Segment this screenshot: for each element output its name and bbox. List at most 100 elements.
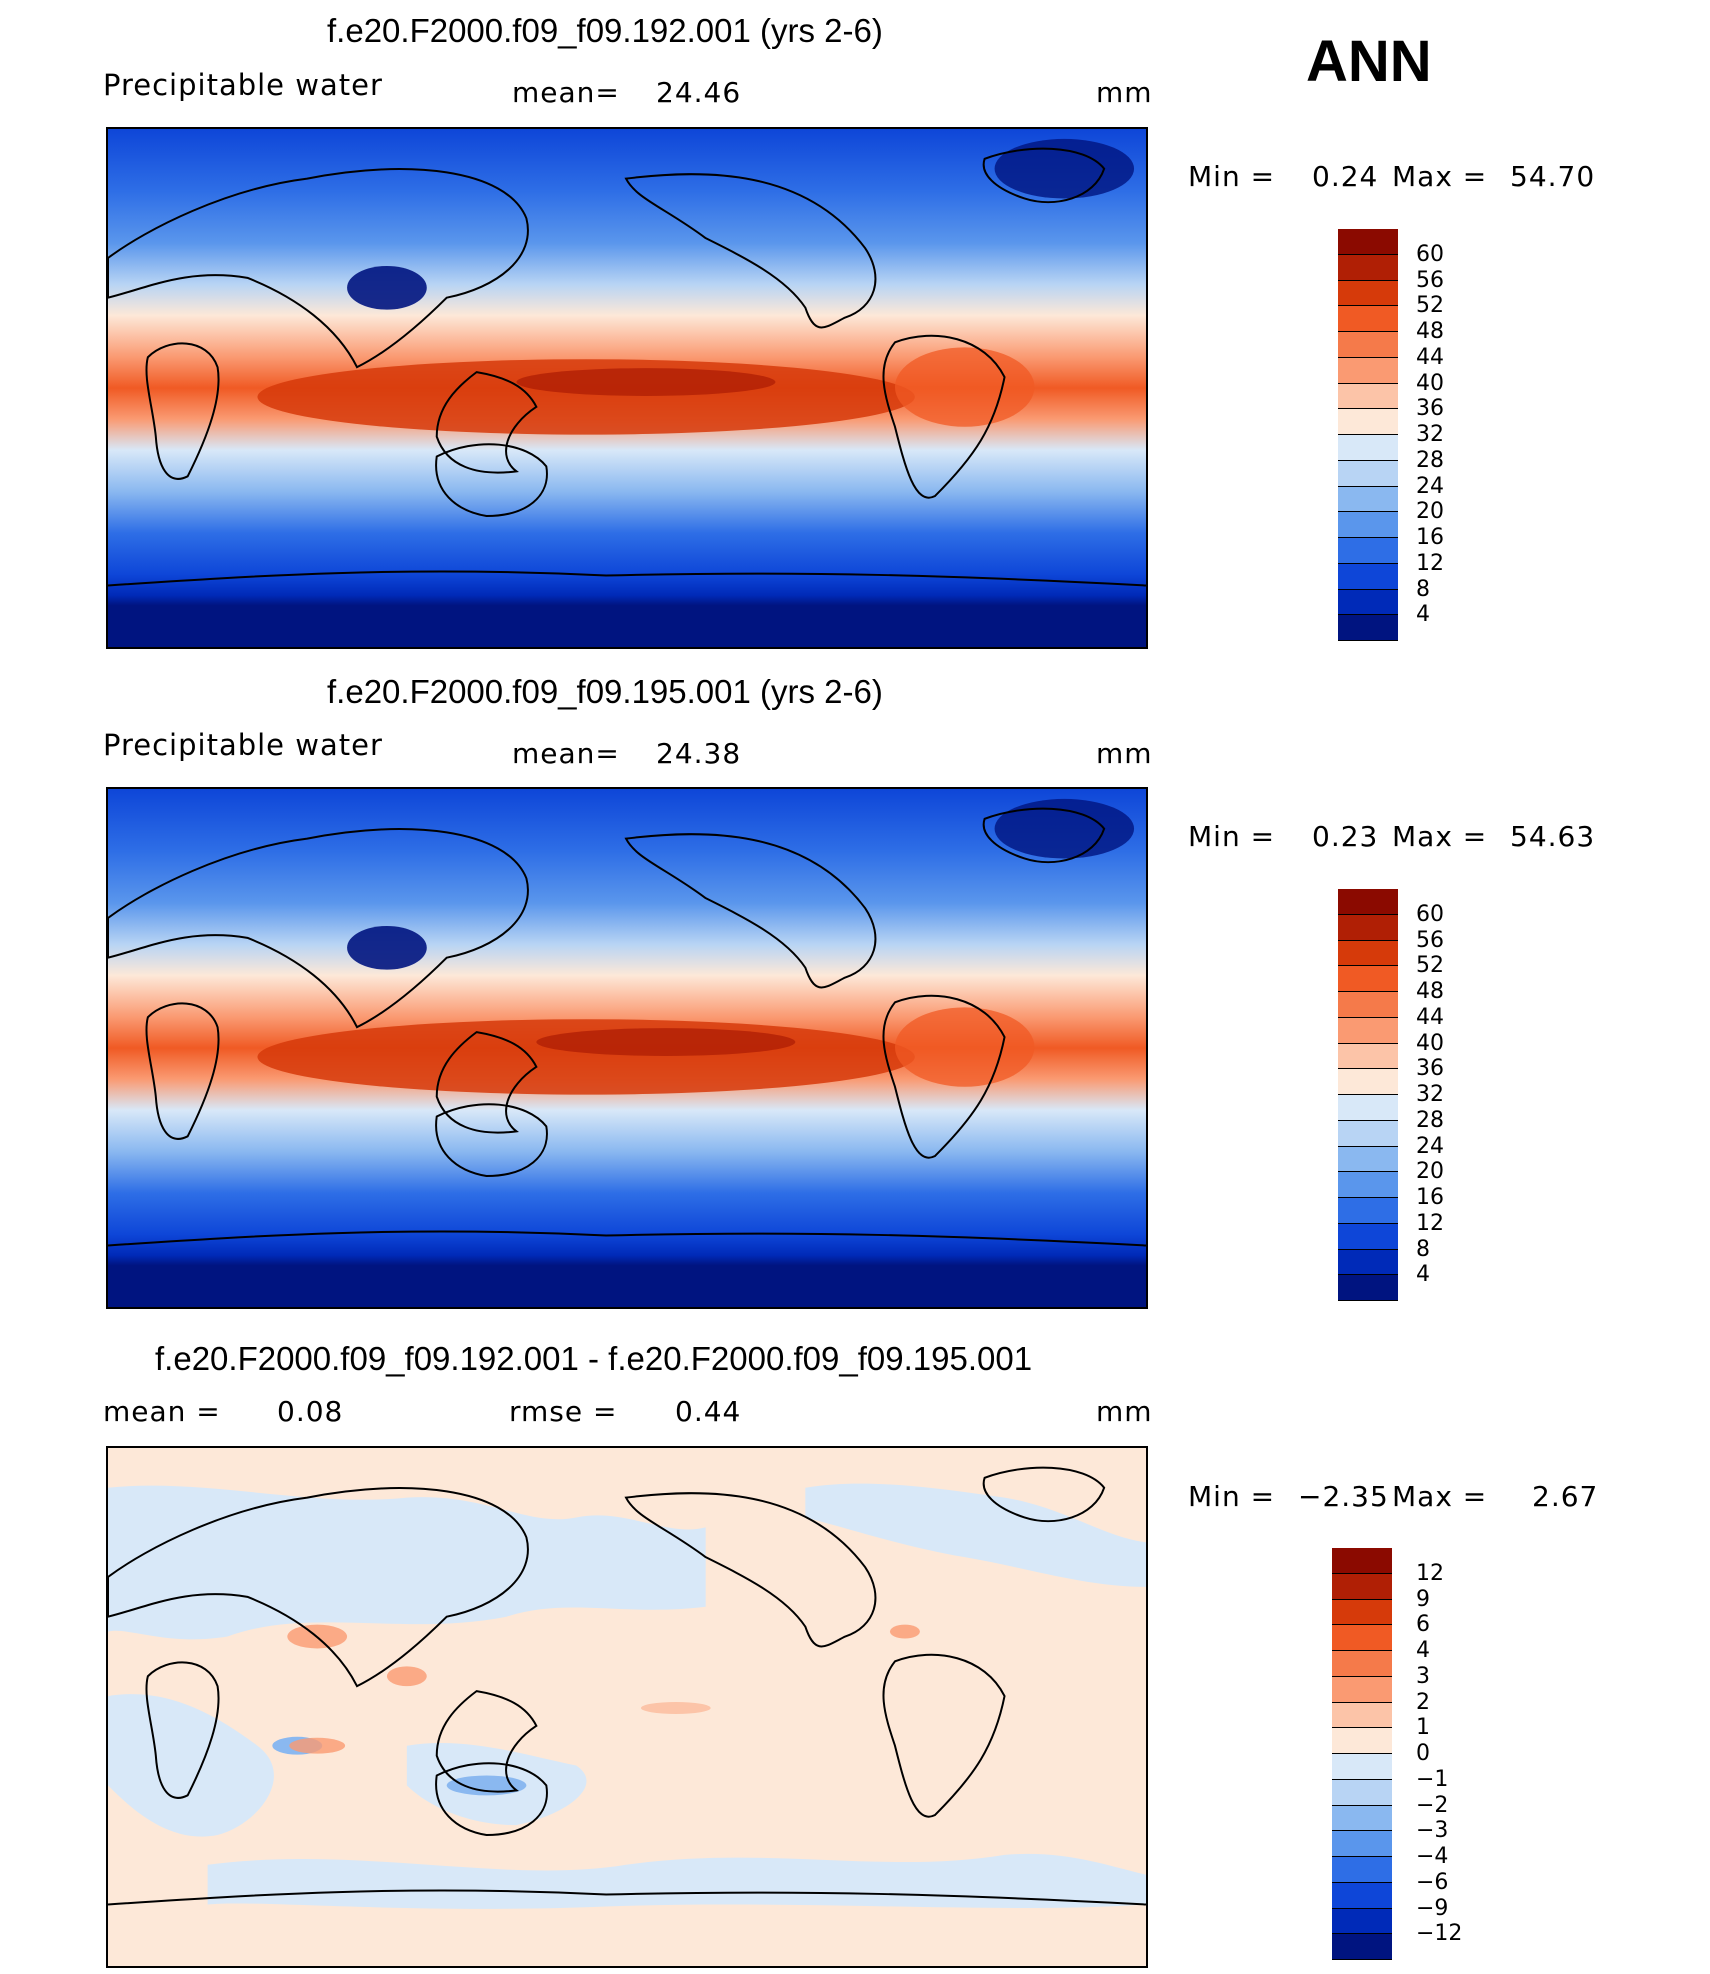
panel-3-min-value: −2.35 (1298, 1480, 1389, 1513)
colorbar-swatch (1338, 254, 1398, 281)
tibet-dry (347, 925, 427, 970)
panel-1-map-svg (108, 129, 1146, 647)
diff-negative-south (207, 1853, 1146, 1909)
colorbar-swatch (1332, 1728, 1392, 1754)
amazon-moisture (894, 347, 1035, 427)
colorbar-swatch (1338, 460, 1398, 487)
diff-positive-pacific (640, 1702, 711, 1714)
panel-1-mean-value: 24.46 (656, 76, 742, 109)
colorbar-tick-label: 44 (1416, 344, 1444, 370)
colorbar-swatch (1338, 409, 1398, 435)
warm-pool-core (536, 1028, 796, 1056)
colorbar-tick-label: 12 (1416, 550, 1444, 576)
colorbar-tick-label: 56 (1416, 267, 1444, 293)
colorbar-tick-label: 28 (1416, 447, 1444, 473)
colorbar-tick-label: 48 (1416, 319, 1444, 344)
colorbar-swatch (1338, 992, 1398, 1018)
panel-2-map-svg (108, 789, 1146, 1307)
colorbar-tick-label: 56 (1416, 927, 1444, 953)
colorbar-tick-label: 24 (1416, 473, 1444, 499)
panel-3-map (106, 1446, 1148, 1968)
diff-positive-china (386, 1666, 427, 1687)
panel-1-min-value: 0.24 (1312, 160, 1379, 193)
colorbar-tick-label: 8 (1416, 576, 1430, 602)
colorbar-tick-label: 28 (1416, 1107, 1444, 1133)
colorbar-swatch (1338, 1198, 1398, 1224)
colorbar-swatch (1332, 1702, 1392, 1729)
colorbar-swatch (1338, 357, 1398, 384)
diff-negative-spot (446, 1775, 527, 1796)
panel-2-mean-value: 24.38 (656, 737, 742, 770)
colorbar-tick-label: 52 (1416, 953, 1444, 979)
colorbar-tick-label: 6 (1416, 1612, 1430, 1638)
colorbar-tick-label: 20 (1416, 1159, 1444, 1185)
panel-3-rmse-value: 0.44 (675, 1395, 742, 1428)
panel-1-max-label: Max = (1392, 160, 1488, 193)
colorbar-swatch (1338, 332, 1398, 358)
colorbar-swatch (1338, 1275, 1398, 1301)
colorbar-swatch (1332, 1805, 1392, 1832)
colorbar-tick-label: 60 (1416, 901, 1444, 927)
panel-1-max-value: 54.70 (1510, 160, 1596, 193)
colorbar-swatch (1338, 1069, 1398, 1095)
panel-1-min-label: Min = (1188, 160, 1276, 193)
colorbar-tick-label: 32 (1416, 422, 1444, 447)
colorbar-swatch (1338, 1095, 1398, 1121)
colorbar-tick-label: 40 (1416, 1030, 1444, 1056)
colorbar-tick-label: 36 (1416, 1056, 1444, 1082)
tibet-dry (347, 265, 427, 310)
colorbar-tick-label: 1 (1416, 1715, 1430, 1741)
colorbar-swatch (1338, 229, 1398, 255)
colorbar-swatch (1332, 1573, 1392, 1600)
colorbar-tick-label: 4 (1416, 602, 1430, 628)
colorbar-swatch (1338, 435, 1398, 461)
panel-3-max-value: 2.67 (1532, 1480, 1599, 1513)
colorbar-tick-label: −12 (1416, 1921, 1463, 1947)
panel-2-max-label: Max = (1392, 820, 1488, 853)
colorbar-swatch (1338, 966, 1398, 992)
panel-2-variable-label: Precipitable water (103, 728, 383, 762)
colorbar-swatch (1338, 538, 1398, 564)
panel-3-min-label: Min = (1188, 1480, 1276, 1513)
colorbar-tick-label: −1 (1416, 1766, 1449, 1792)
panel-3-mean-value: 0.08 (277, 1395, 344, 1428)
colorbar-swatch (1338, 1017, 1398, 1044)
colorbar-tick-label: 3 (1416, 1663, 1430, 1689)
colorbar-swatch (1332, 1934, 1392, 1960)
season-label: ANN (1306, 29, 1432, 94)
panel-3-rmse-label: rmse = (509, 1395, 618, 1428)
colorbar-swatch (1338, 512, 1398, 538)
colorbar-swatch (1332, 1908, 1392, 1935)
colorbar-tick-label: 2 (1416, 1689, 1430, 1715)
colorbar-swatch (1332, 1831, 1392, 1857)
panel-2-min-value: 0.23 (1312, 820, 1379, 853)
colorbar-tick-label: 0 (1416, 1741, 1430, 1766)
colorbar-tick-label: 60 (1416, 241, 1444, 267)
colorbar-swatch (1338, 563, 1398, 590)
colorbar-tick-label: 8 (1416, 1236, 1430, 1262)
panel-2-mean-label: mean= (512, 737, 620, 770)
colorbar-tick-label: 20 (1416, 499, 1444, 525)
panel-3-title: f.e20.F2000.f09_f09.192.001 - f.e20.F200… (155, 1340, 1033, 1377)
colorbar-swatch (1338, 1043, 1398, 1070)
colorbar-tick-label: 16 (1416, 525, 1444, 550)
amazon-moisture (894, 1007, 1035, 1087)
panel-2-map (106, 787, 1148, 1309)
panel-1-map (106, 127, 1148, 649)
greenland-dry (994, 798, 1135, 859)
colorbar-swatch (1338, 306, 1398, 332)
colorbar-swatch (1332, 1651, 1392, 1677)
colorbar-tick-label: 12 (1416, 1560, 1444, 1586)
colorbar-tick-label: −2 (1416, 1792, 1449, 1818)
coastlines (108, 147, 1146, 587)
diff-negative-atlantic (805, 1483, 1146, 1587)
panel-1-variable-label: Precipitable water (103, 68, 383, 102)
diff-positive-indian-ocean (289, 1737, 346, 1754)
panel-2-min-label: Min = (1188, 820, 1276, 853)
colorbar-tick-label: 9 (1416, 1586, 1430, 1612)
colorbar-tick-label: 44 (1416, 1004, 1444, 1030)
diff-positive-caribbean (889, 1624, 920, 1639)
colorbar-swatch (1338, 1120, 1398, 1147)
colorbar-swatch (1338, 1146, 1398, 1173)
panel-3-units: mm (1096, 1395, 1153, 1428)
